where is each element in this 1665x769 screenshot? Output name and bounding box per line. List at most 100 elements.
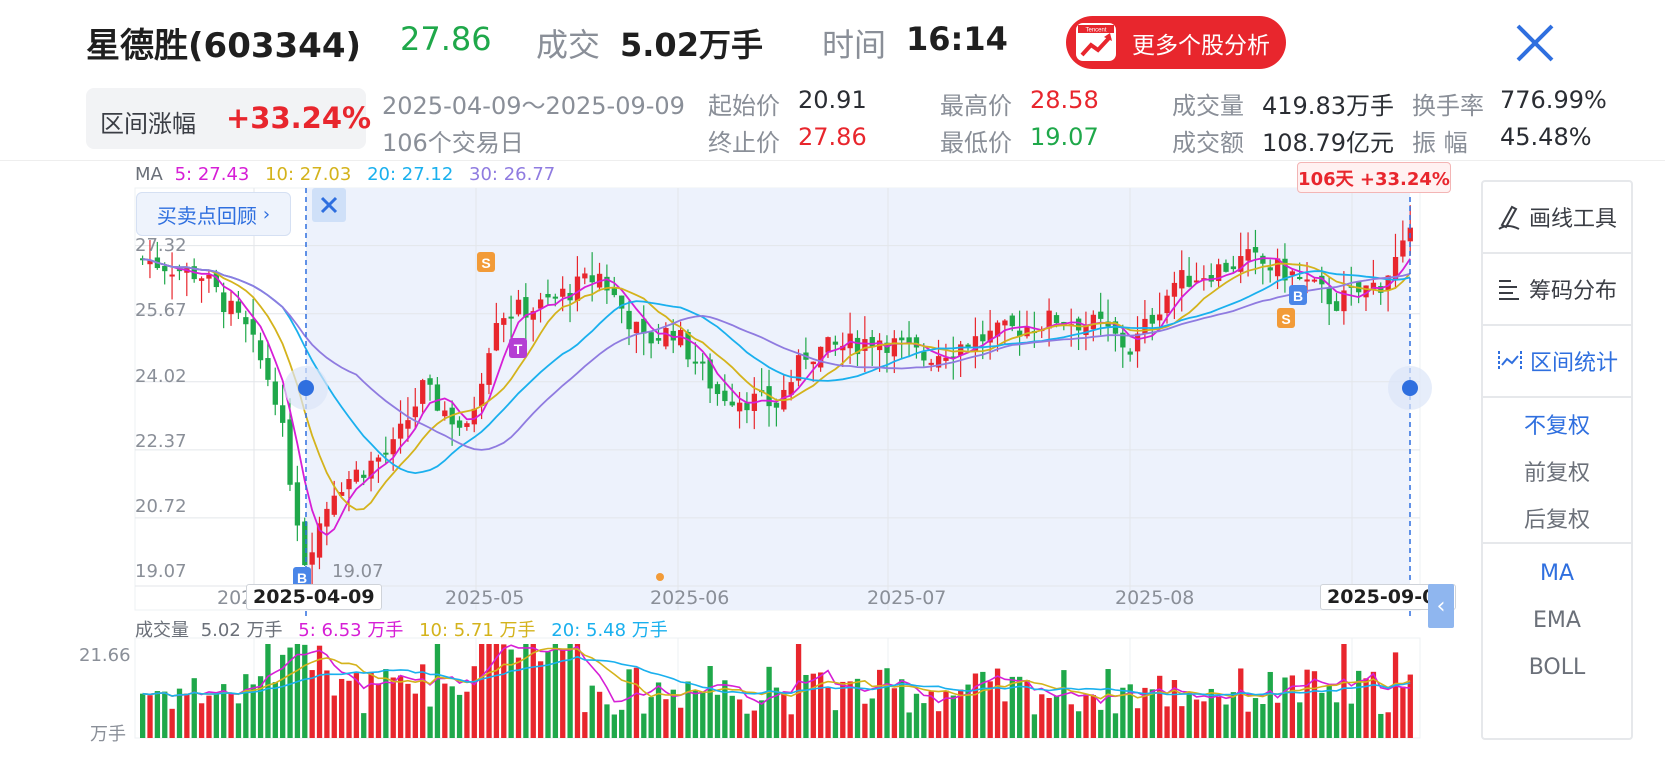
candle-body (198, 278, 205, 281)
candle-body (788, 382, 794, 395)
volume-bar (744, 713, 750, 738)
more-analysis-button[interactable]: Tencent 更多个股分析 (1066, 16, 1286, 69)
amount-value: 108.79亿元 (1262, 129, 1394, 157)
low-marker-label: 19.07 (332, 561, 384, 582)
volume-bar (280, 654, 286, 738)
selected-range-area (306, 188, 1410, 610)
range-start-date[interactable]: 2025-04-09 (246, 584, 382, 610)
vol-ma20-line (142, 655, 1411, 697)
volume-bar (250, 684, 256, 738)
candle-body (501, 318, 507, 325)
candle-body (1311, 279, 1318, 282)
volume-bar (1282, 677, 1288, 738)
candle-body (950, 356, 956, 359)
volume-bar (405, 683, 411, 738)
close-icon[interactable] (1512, 20, 1558, 66)
volume-bar (1127, 684, 1133, 738)
vol-ma5-line (142, 644, 1411, 705)
candle-body (412, 406, 418, 418)
volume-bar (958, 689, 964, 738)
volume-bar (1142, 687, 1148, 738)
candle-body (338, 492, 345, 496)
adjust-forward-option[interactable]: 前复权 (1523, 461, 1590, 486)
draw-tool-button[interactable]: 画线工具 (1483, 182, 1631, 254)
y-tick: 20.72 (135, 496, 187, 517)
candle-body (1017, 330, 1023, 337)
volume-bar (891, 688, 898, 738)
candle-body (1274, 258, 1281, 277)
vol-ma20-legend: 20: 5.48 万手 (551, 620, 668, 641)
volume-bar (184, 693, 190, 738)
volume-bar (766, 666, 772, 738)
trade-replay-label: 买卖点回顾 (156, 203, 257, 228)
volume-bar (803, 674, 809, 738)
candle-body (913, 337, 920, 348)
volume-bar (1326, 685, 1332, 738)
candle-body (1098, 311, 1104, 319)
candle-body (280, 405, 286, 423)
volume-bar (987, 681, 993, 738)
candle-body (552, 296, 559, 299)
ma10-legend: 10: 27.03 (265, 164, 352, 185)
open-price-value: 20.91 (798, 86, 867, 114)
volume-bar (751, 710, 758, 738)
trade-replay-button[interactable]: 买卖点回顾 › (136, 192, 291, 236)
adjust-none-option[interactable]: 不复权 (1523, 414, 1590, 439)
candle-body (678, 330, 684, 346)
range-handle (298, 380, 314, 396)
candle-body (1149, 314, 1155, 324)
candle-body (1186, 275, 1192, 287)
volume-bar (545, 651, 551, 738)
x-tick: 2025-05 (445, 587, 525, 609)
candle-body (965, 344, 971, 348)
range-change-label: 区间涨幅 (100, 110, 196, 138)
x-tick: 2025-06 (650, 587, 730, 609)
x-tick: 2025-07 (867, 587, 947, 609)
candle-body (928, 362, 934, 365)
candle-body (316, 523, 323, 558)
candle-body (537, 299, 544, 309)
volume-bar (1333, 702, 1340, 738)
candle-body (663, 328, 669, 347)
amplitude-label: 振 幅 (1412, 129, 1468, 157)
volume-legend-label: 成交量 (135, 620, 189, 641)
candle-body (545, 293, 551, 298)
volume-bar (530, 644, 536, 738)
volume-bar (412, 693, 418, 738)
clear-range-icon[interactable] (312, 188, 346, 222)
candle-body (921, 351, 927, 361)
indicator-boll-option[interactable]: BOLL (1528, 655, 1586, 680)
volume-bar (972, 673, 979, 738)
volume-bar (1297, 702, 1303, 738)
candle-body (235, 301, 242, 313)
candle-body (169, 274, 175, 277)
candle-body (1171, 282, 1178, 297)
indicator-ma-option[interactable]: MA (1539, 561, 1575, 586)
scroll-left-icon[interactable]: ‹ (1428, 584, 1454, 628)
volume-bar (928, 691, 934, 738)
y-tick: 25.67 (135, 300, 187, 321)
candle-body (1304, 279, 1310, 282)
volume-bar (420, 664, 426, 738)
volume-bar (1311, 671, 1318, 738)
volume-bar (1378, 713, 1384, 738)
chip-distribution-button[interactable]: 筹码分布 (1483, 254, 1631, 326)
candle-body (346, 479, 352, 490)
volume-bar (140, 693, 146, 738)
indicator-ema-option[interactable]: EMA (1533, 608, 1581, 633)
volume-bar (692, 690, 699, 738)
candle-body (707, 359, 713, 389)
candle-body (147, 260, 153, 265)
candle-body (1157, 314, 1163, 321)
adjust-backward-option[interactable]: 后复权 (1523, 508, 1590, 533)
volume-bar (397, 675, 404, 738)
volume-bar (648, 697, 654, 738)
high-price-value: 28.58 (1030, 86, 1099, 114)
candle-body (1378, 286, 1384, 293)
amplitude-value: 45.48% (1500, 123, 1592, 151)
ma30-legend: 30: 26.77 (469, 164, 556, 185)
volume-bar (1031, 714, 1038, 738)
volume-bar (1009, 676, 1015, 738)
range-stats-button[interactable]: 区间统计 (1483, 326, 1631, 398)
